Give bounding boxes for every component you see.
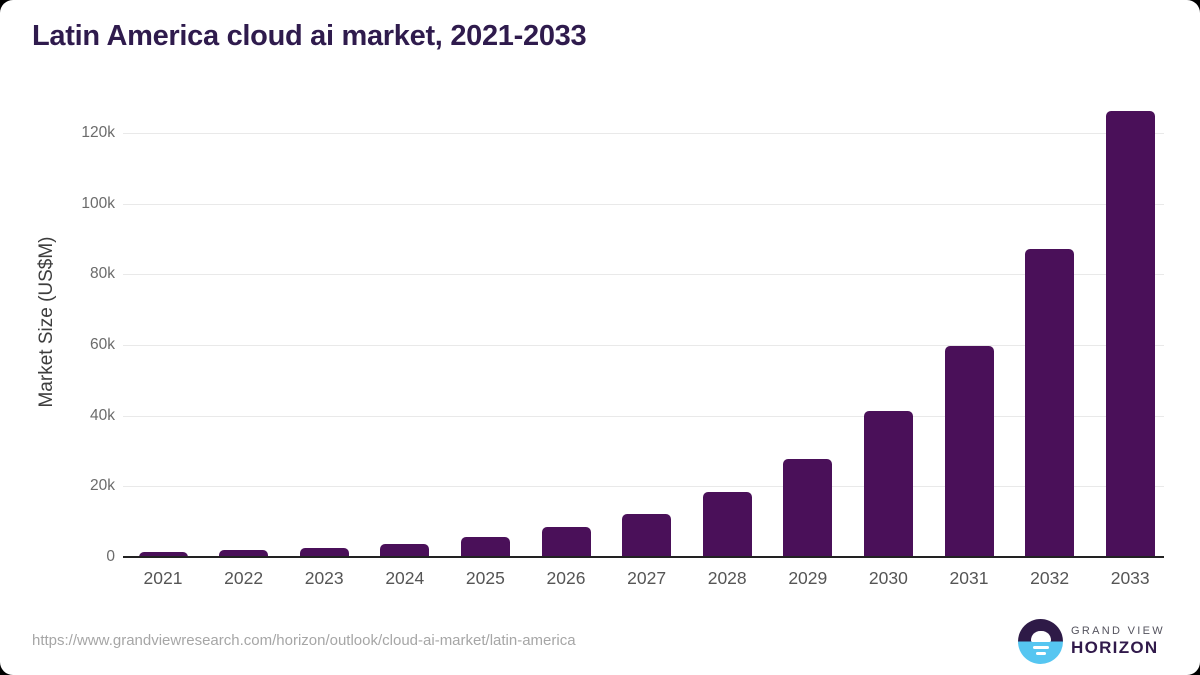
- x-tick-label-2022: 2022: [224, 568, 264, 588]
- grand-view-horizon-logo-icon: [1018, 619, 1063, 664]
- x-axis-line: [123, 556, 1164, 558]
- source-url: https://www.grandviewresearch.com/horizo…: [32, 632, 576, 649]
- bar-2029[interactable]: [783, 458, 833, 557]
- x-tick-label-2031: 2031: [949, 568, 989, 588]
- y-tick-label: 60k: [90, 336, 115, 353]
- brand-text: GRAND VIEW HORIZON: [1071, 625, 1165, 658]
- logo-horizon-line-2: [1035, 652, 1046, 656]
- brand-name-bottom: HORIZON: [1071, 638, 1159, 657]
- bar-2025[interactable]: [460, 537, 510, 557]
- x-tick-label-2027: 2027: [627, 568, 667, 588]
- y-tick-label: 0: [106, 548, 115, 565]
- gridline-100k: [123, 203, 1164, 205]
- bar-2022[interactable]: [219, 550, 269, 557]
- x-tick-label-2028: 2028: [707, 568, 747, 588]
- bar-2021[interactable]: [138, 552, 188, 557]
- brand-logo: GRAND VIEW HORIZON: [1018, 619, 1165, 664]
- x-tick-label-2021: 2021: [143, 568, 183, 588]
- bar-2028[interactable]: [702, 492, 752, 557]
- gridline-20k: [123, 486, 1164, 488]
- bar-2026[interactable]: [541, 527, 591, 557]
- y-tick-label: 120k: [81, 124, 115, 141]
- logo-horizon-line-1: [1032, 646, 1049, 650]
- y-tick-label: 80k: [90, 265, 115, 283]
- chart-title: Latin America cloud ai market, 2021-2033: [32, 20, 587, 52]
- y-tick-label: 20k: [90, 477, 115, 495]
- x-tick-label-2029: 2029: [788, 568, 828, 588]
- bar-2030[interactable]: [863, 411, 913, 557]
- gridline-80k: [123, 274, 1164, 276]
- x-tick-label-2033: 2033: [1110, 568, 1150, 588]
- bar-2033[interactable]: [1105, 110, 1155, 557]
- bar-2027[interactable]: [622, 513, 672, 557]
- gridline-60k: [123, 345, 1164, 346]
- x-tick-label-2030: 2030: [868, 568, 908, 588]
- bar-2031[interactable]: [944, 345, 994, 557]
- gridline-120k: [123, 133, 1164, 134]
- logo-sun-dome: [1030, 631, 1051, 642]
- bar-2023[interactable]: [299, 548, 349, 557]
- x-tick-label-2025: 2025: [465, 568, 505, 588]
- y-tick-label: 100k: [81, 194, 115, 212]
- x-tick-label-2032: 2032: [1030, 568, 1070, 588]
- bar-2024[interactable]: [380, 544, 430, 557]
- bar-2032[interactable]: [1025, 248, 1075, 557]
- y-tick-label: 40k: [90, 406, 115, 424]
- x-tick-label-2024: 2024: [385, 568, 425, 588]
- gridline-40k: [123, 415, 1164, 417]
- x-tick-label-2023: 2023: [304, 568, 344, 588]
- x-tick-label-2026: 2026: [546, 568, 586, 588]
- y-axis-title: Market Size (US$M): [36, 236, 57, 408]
- brand-name-top: GRAND VIEW: [1071, 625, 1165, 637]
